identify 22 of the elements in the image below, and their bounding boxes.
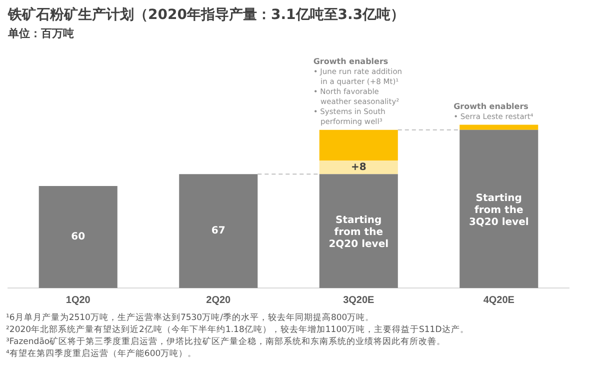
x-tick-label: 4Q20E <box>483 294 515 306</box>
text: ³Fazendão矿区将于第三季度重启运营，伊塔比拉矿区产量企稳，南部系统和东南系统的业绩将因此有所改善。 <box>6 337 446 347</box>
bar <box>179 174 258 288</box>
data-label: +8 <box>350 162 366 173</box>
bar <box>38 186 118 288</box>
x-tick-label: 3Q20E <box>343 294 375 306</box>
bar <box>460 130 538 288</box>
data-label: 67 <box>211 226 226 237</box>
data-label: 60 <box>71 232 86 243</box>
bar <box>319 174 398 288</box>
chart-title: 铁矿石粉矿生产计划（2020年指导产量：3.1亿吨至3.3亿吨） <box>8 6 405 24</box>
bar <box>460 124 538 130</box>
annotation: Starting from the 2Q20 level <box>328 215 389 250</box>
text: ⁴有望在第四季度重启运营（年产能600万吨）。 <box>6 349 197 359</box>
text: ²2020年北部系统产量有望达到近2亿吨（今年下半年约1.18亿吨），较去年增加1100万吨，主要得益于S11D达产。 <box>6 325 469 335</box>
text: ¹6月单月产量为2510万吨，生产运营率达到7530万吨/季的水平，较去年同期提高800万吨。 <box>6 313 374 323</box>
chart-subtitle: 单位：百万吨 <box>8 26 74 41</box>
bar <box>319 160 398 174</box>
x-tick-label: 2Q20 <box>206 294 232 306</box>
x-tick-label: 1Q20 <box>66 294 91 306</box>
bar <box>319 130 398 160</box>
annotation: Starting from the 3Q20 level <box>468 192 529 228</box>
